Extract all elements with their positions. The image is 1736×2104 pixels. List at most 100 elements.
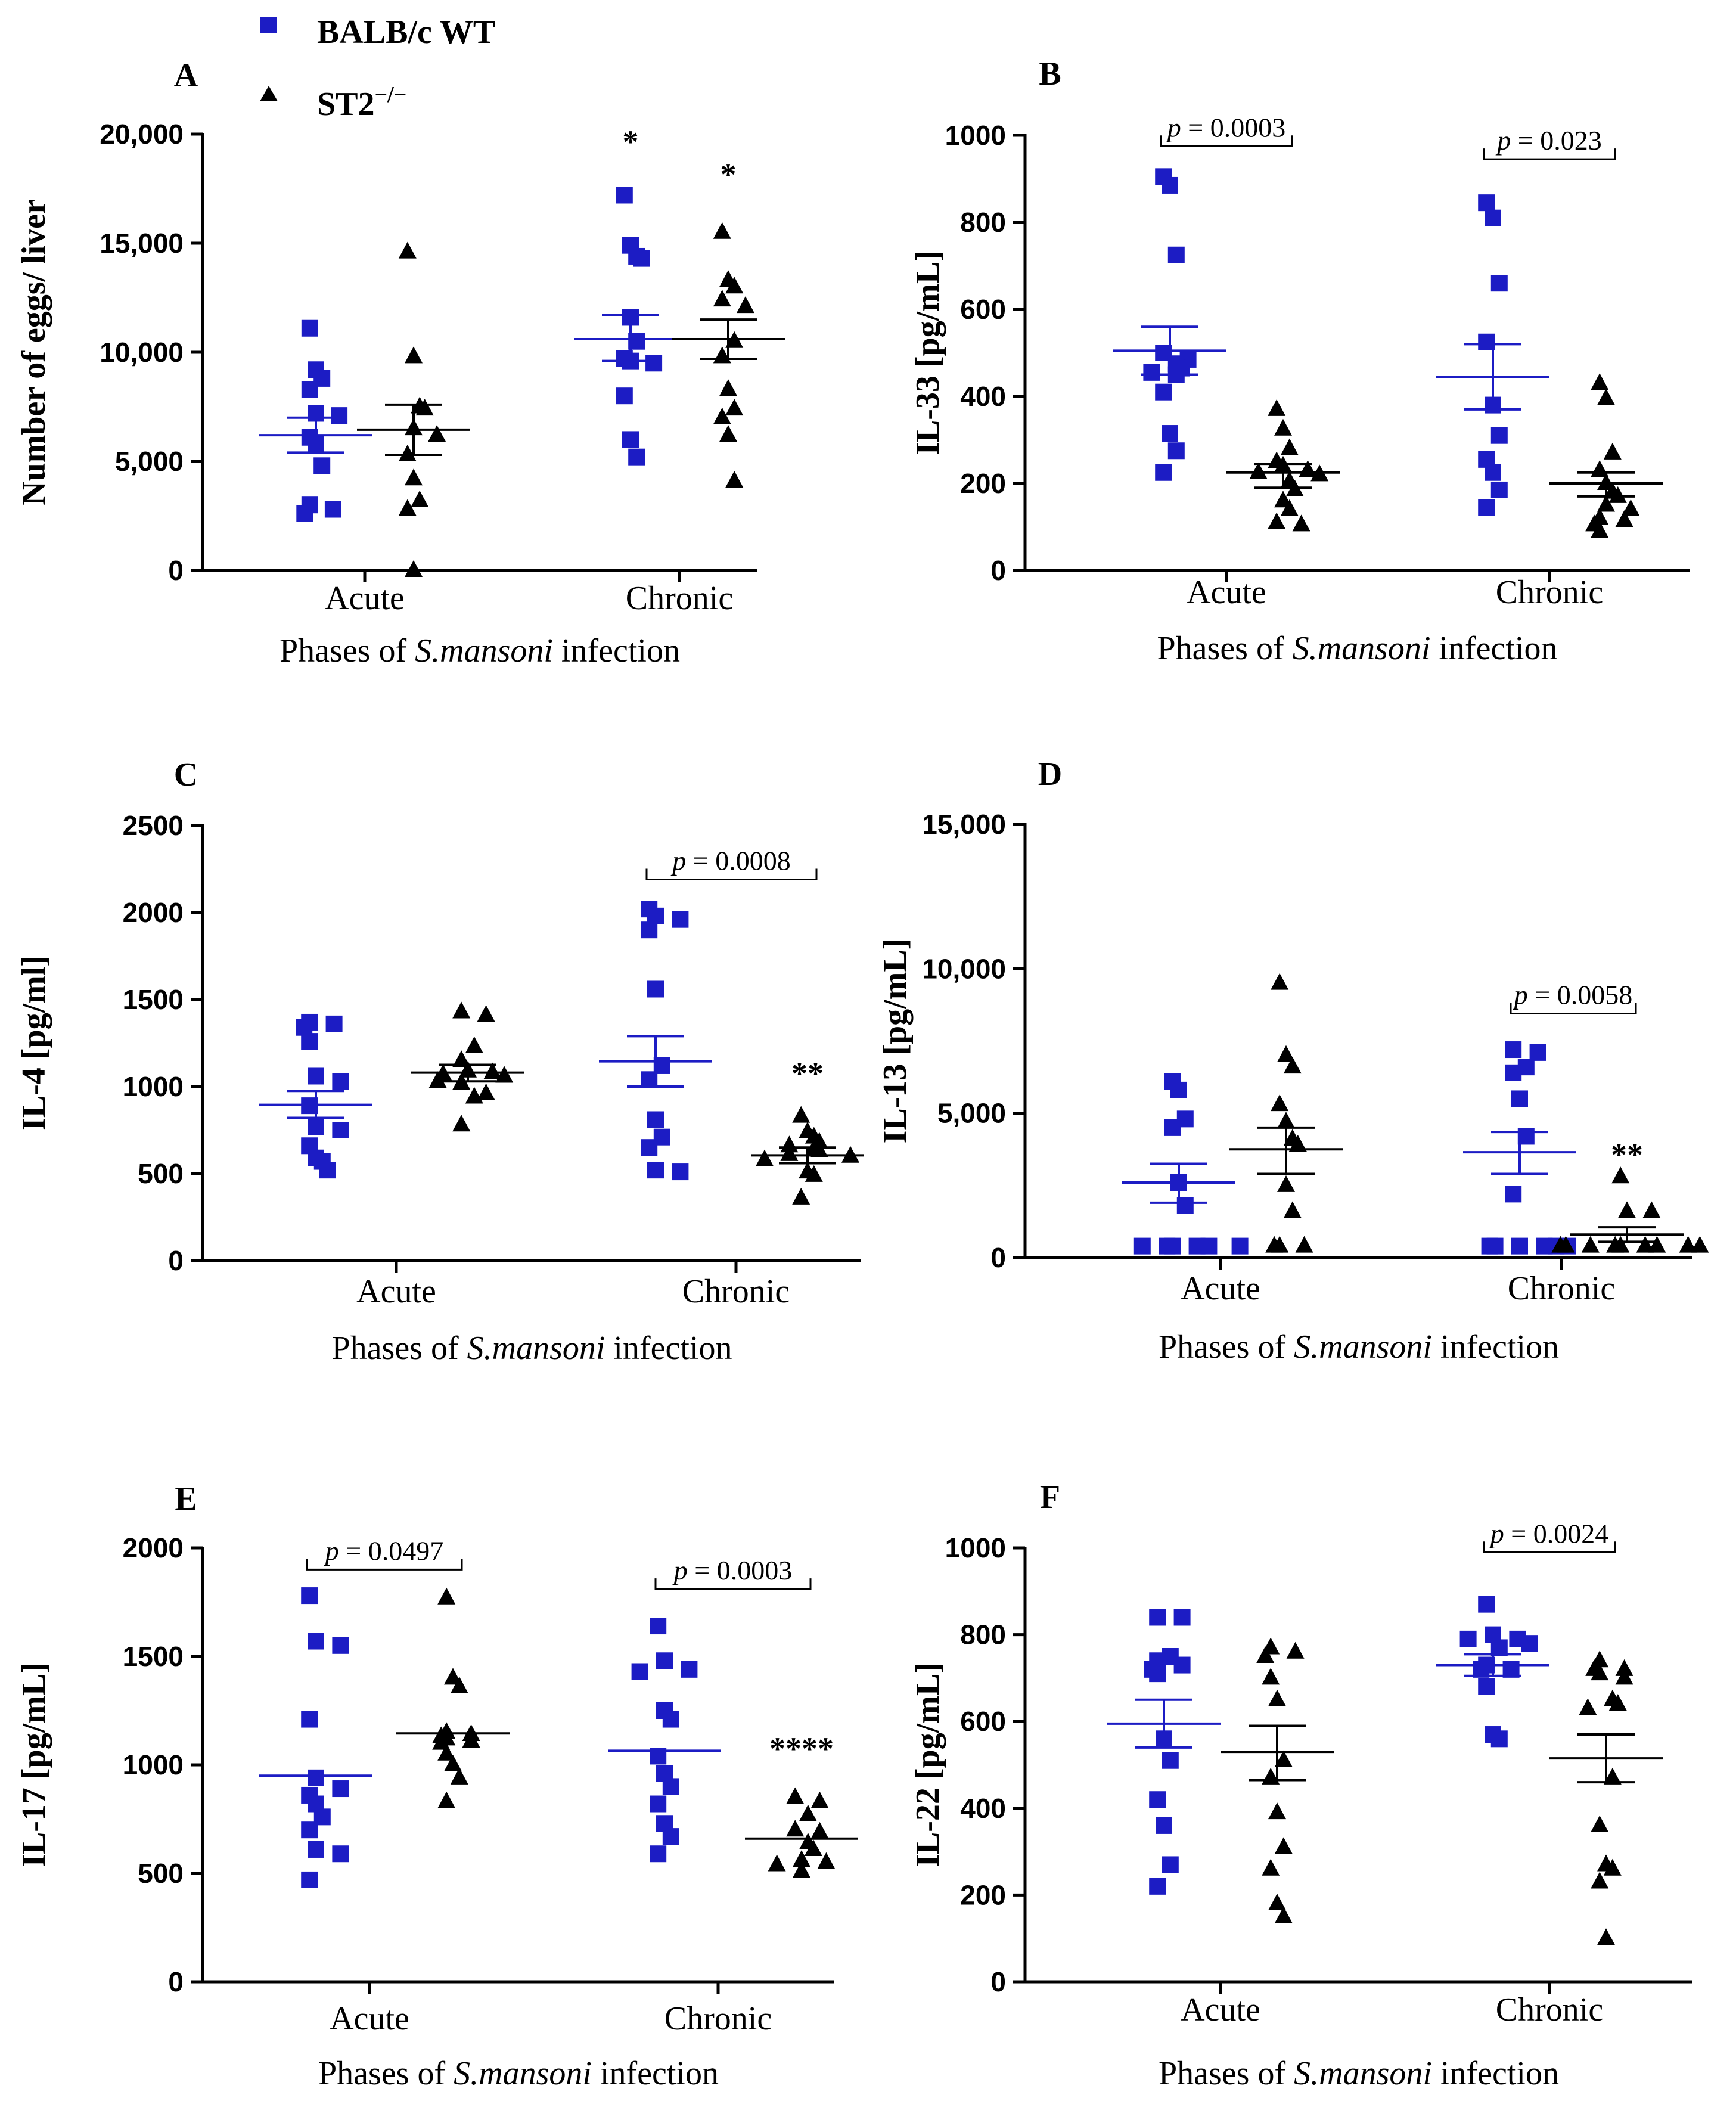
x-tick-label: Chronic bbox=[664, 2000, 772, 2037]
significance-bracket bbox=[1483, 148, 1616, 160]
y-tick-label: 1500 bbox=[123, 1641, 184, 1672]
data-point-triangle bbox=[713, 290, 731, 307]
p-value-equals: = bbox=[339, 1535, 368, 1566]
p-value-equals: = bbox=[686, 846, 715, 876]
y-tick-label: 400 bbox=[960, 381, 1006, 412]
data-point-square bbox=[641, 921, 658, 939]
data-point-square bbox=[331, 407, 348, 424]
data-point-square bbox=[296, 505, 313, 522]
data-point-triangle bbox=[477, 1083, 495, 1100]
data-point-triangle bbox=[1277, 1112, 1295, 1129]
y-tick-label: 20,000 bbox=[100, 119, 184, 150]
panel-d: D 0 5,000 10,000 15,000 Acute Chronic Phases of… bbox=[877, 756, 1709, 1366]
data-point-triangle bbox=[428, 425, 446, 442]
x-tick-label: Acute bbox=[1181, 1991, 1260, 2028]
data-point-square bbox=[672, 911, 689, 928]
data-point-triangle bbox=[793, 1861, 810, 1878]
data-point-square bbox=[662, 1778, 679, 1795]
data-point-triangle bbox=[428, 1071, 447, 1088]
p-value-number: 0.0058 bbox=[1557, 979, 1633, 1010]
data-point-square bbox=[1490, 481, 1508, 498]
data-point-square bbox=[332, 1780, 349, 1798]
x-tick-label: Chronic bbox=[1508, 1270, 1615, 1307]
data-point-triangle bbox=[1268, 512, 1286, 529]
data-point-triangle bbox=[1642, 1201, 1661, 1218]
significance-stars: **** bbox=[769, 1731, 834, 1767]
data-point-triangle bbox=[1579, 1698, 1597, 1715]
y-tick-label: 500 bbox=[138, 1858, 184, 1889]
data-point-square bbox=[616, 387, 633, 405]
data-point-triangle bbox=[725, 470, 744, 488]
data-point-square bbox=[301, 381, 318, 398]
x-tick-label: Chronic bbox=[1496, 574, 1603, 611]
y-tick-label: 10,000 bbox=[922, 953, 1006, 984]
data-point-triangle bbox=[1286, 1641, 1305, 1659]
data-point-triangle bbox=[437, 1587, 456, 1605]
data-point-square bbox=[1459, 1630, 1477, 1647]
y-tick-label: 0 bbox=[990, 1242, 1006, 1273]
data-point-triangle bbox=[462, 1730, 480, 1748]
data-point-square bbox=[1167, 442, 1185, 460]
y-tick-label: 15,000 bbox=[100, 228, 184, 259]
significance-bracket bbox=[306, 1559, 463, 1571]
data-point-triangle bbox=[1603, 1858, 1622, 1876]
data-point-square bbox=[308, 1841, 324, 1858]
significance-stars: ** bbox=[1611, 1137, 1643, 1173]
data-point-square bbox=[1155, 383, 1172, 401]
panel-letter: C bbox=[174, 756, 198, 793]
data-point-square bbox=[633, 250, 650, 267]
data-point-square bbox=[1149, 1665, 1166, 1683]
x-axis-label-post: infection bbox=[605, 1330, 732, 1367]
data-point-triangle bbox=[1268, 1689, 1286, 1706]
data-point-triangle bbox=[1274, 1906, 1293, 1923]
data-point-triangle bbox=[805, 1165, 823, 1182]
x-axis-label-italic: S.mansoni bbox=[1294, 1329, 1432, 1366]
panel-letter: F bbox=[1040, 1479, 1060, 1516]
y-tick-label: 800 bbox=[960, 1619, 1006, 1650]
data-point-triangle bbox=[1597, 495, 1615, 512]
data-point-triangle bbox=[1636, 1236, 1654, 1253]
data-point-triangle bbox=[452, 1115, 471, 1132]
data-point-triangle bbox=[477, 1005, 495, 1022]
data-point-triangle bbox=[780, 1144, 799, 1161]
p-value-label: p = 0.0497 bbox=[324, 1535, 443, 1566]
data-point-square bbox=[313, 457, 331, 474]
data-point-triangle bbox=[1268, 399, 1286, 416]
data-point-triangle bbox=[405, 468, 423, 486]
p-value-label: p = 0.0003 bbox=[1166, 112, 1285, 142]
x-tick-label: Acute bbox=[1181, 1270, 1260, 1307]
panel-letter: E bbox=[175, 1481, 197, 1518]
data-point-triangle bbox=[437, 1791, 456, 1808]
data-point-square bbox=[1505, 1186, 1522, 1203]
y-axis-label: IL-22 [pg/mL] bbox=[909, 1662, 946, 1867]
data-point-triangle bbox=[810, 1141, 828, 1158]
data-point-square bbox=[332, 1845, 349, 1863]
data-point-triangle bbox=[450, 1676, 468, 1693]
data-point-triangle bbox=[725, 277, 744, 294]
data-point-square bbox=[1149, 1791, 1166, 1808]
y-tick-label: 10,000 bbox=[100, 337, 184, 368]
data-point-square bbox=[1231, 1237, 1249, 1255]
p-value-symbol: p bbox=[1513, 979, 1528, 1010]
p-value-label: p = 0.0003 bbox=[672, 1555, 792, 1585]
data-point-square bbox=[650, 1845, 667, 1863]
panel-letter: B bbox=[1039, 55, 1061, 92]
data-point-triangle bbox=[1551, 1236, 1570, 1253]
x-tick-label: Acute bbox=[325, 580, 405, 617]
p-value-symbol: p bbox=[1166, 112, 1181, 142]
y-tick-label: 200 bbox=[960, 468, 1006, 499]
p-value-label: p = 0.0008 bbox=[670, 846, 790, 876]
x-tick-label: Chronic bbox=[682, 1273, 790, 1310]
p-value-symbol: p bbox=[1495, 125, 1511, 156]
data-point-triangle bbox=[719, 425, 737, 442]
panel-letter: A bbox=[174, 57, 198, 94]
data-point-square bbox=[645, 355, 663, 372]
y-tick-label: 200 bbox=[960, 1879, 1006, 1910]
data-point-square bbox=[1149, 1609, 1166, 1626]
data-point-square bbox=[1155, 464, 1172, 481]
data-point-square bbox=[1529, 1044, 1546, 1061]
y-tick-label: 2500 bbox=[123, 810, 184, 841]
x-axis-label-pre: Phases of bbox=[1159, 2055, 1294, 2092]
y-tick-label: 500 bbox=[138, 1158, 184, 1189]
